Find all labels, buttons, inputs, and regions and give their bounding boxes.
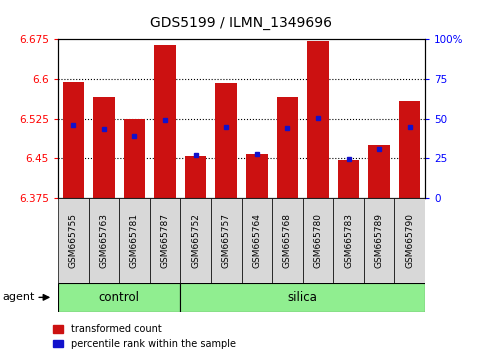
Bar <box>185 156 206 198</box>
Bar <box>124 119 145 198</box>
Text: GSM665757: GSM665757 <box>222 213 231 268</box>
Text: control: control <box>99 291 140 304</box>
Text: GSM665789: GSM665789 <box>375 213 384 268</box>
Text: GSM665763: GSM665763 <box>99 213 108 268</box>
Bar <box>338 160 359 198</box>
Bar <box>93 97 114 198</box>
Text: GDS5199 / ILMN_1349696: GDS5199 / ILMN_1349696 <box>151 16 332 30</box>
Bar <box>399 101 420 198</box>
Text: GSM665787: GSM665787 <box>160 213 170 268</box>
Text: GSM665790: GSM665790 <box>405 213 414 268</box>
Text: GSM665780: GSM665780 <box>313 213 323 268</box>
Legend: transformed count, percentile rank within the sample: transformed count, percentile rank withi… <box>53 324 236 349</box>
Bar <box>272 198 303 283</box>
Bar <box>150 198 180 283</box>
Text: GSM665764: GSM665764 <box>252 213 261 268</box>
Bar <box>369 145 390 198</box>
Text: agent: agent <box>2 292 35 302</box>
Text: GSM665752: GSM665752 <box>191 213 200 268</box>
Bar <box>395 198 425 283</box>
Bar <box>246 154 268 198</box>
Bar <box>303 198 333 283</box>
Text: GSM665755: GSM665755 <box>69 213 78 268</box>
FancyBboxPatch shape <box>180 283 425 312</box>
Bar <box>242 198 272 283</box>
Text: GSM665783: GSM665783 <box>344 213 353 268</box>
Bar <box>215 83 237 198</box>
Bar <box>155 45 176 198</box>
Bar <box>180 198 211 283</box>
Bar <box>333 198 364 283</box>
Bar <box>88 198 119 283</box>
Bar <box>211 198 242 283</box>
Text: GSM665768: GSM665768 <box>283 213 292 268</box>
Bar <box>307 40 329 198</box>
Bar <box>277 97 298 198</box>
FancyBboxPatch shape <box>58 283 180 312</box>
Text: silica: silica <box>288 291 318 304</box>
Text: GSM665781: GSM665781 <box>130 213 139 268</box>
Bar <box>119 198 150 283</box>
Bar <box>63 82 84 198</box>
Bar <box>58 198 88 283</box>
Bar <box>364 198 395 283</box>
